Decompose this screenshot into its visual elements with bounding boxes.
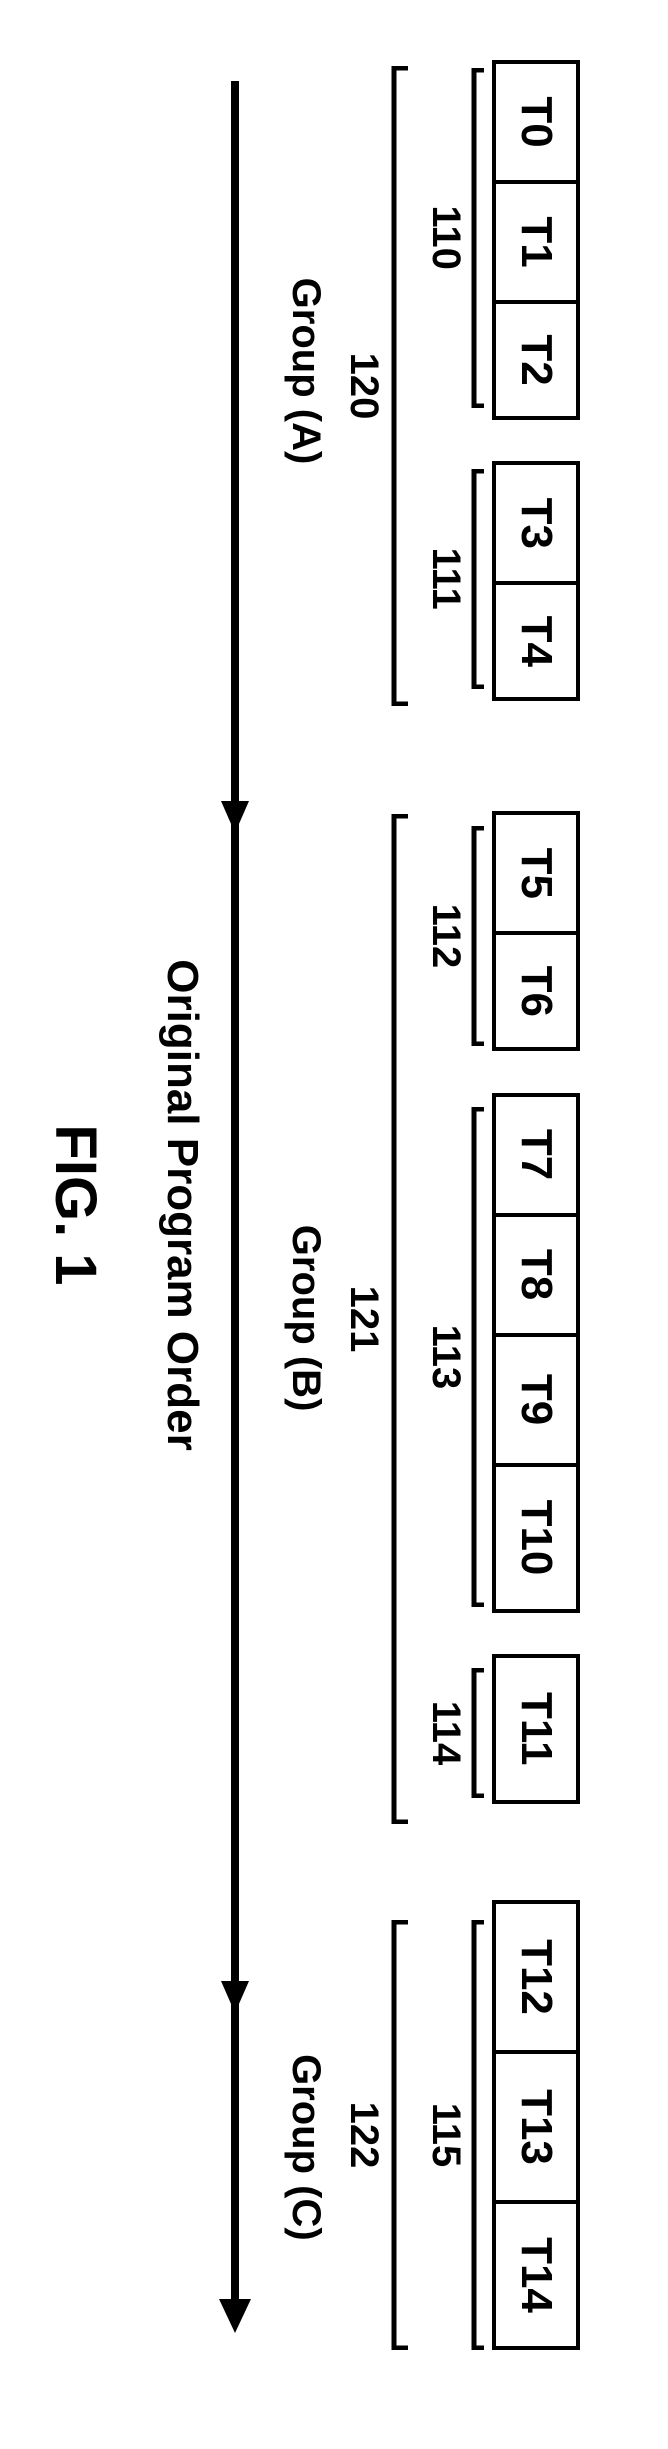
group-bracket-number: 121 (341, 814, 386, 1824)
group-bracket-120: 120 (390, 66, 410, 706)
cell-t10: T10 (492, 1463, 580, 1613)
cell-cluster: T7T8T9T10 (492, 1093, 580, 1613)
cell-cluster: T5T6 (492, 811, 580, 1051)
group-bracket-121: 121 (390, 814, 410, 1824)
block-bracket-label: 113 (423, 1107, 468, 1607)
cell-cluster: T12T13T14 (492, 1900, 580, 2350)
block-bracket-112: 112 (470, 826, 486, 1046)
cell-t6: T6 (492, 931, 580, 1051)
cell-t5: T5 (492, 811, 580, 931)
group-bracket-row: 120 121 122 (390, 60, 410, 2350)
block-bracket-114: 114 (470, 1668, 486, 1798)
block-bracket-113: 113 (470, 1107, 486, 1607)
group-bracket-122: 122 (390, 1920, 410, 2350)
cell-t9: T9 (492, 1333, 580, 1463)
program-order-label: Original Program Order (157, 60, 207, 2350)
cell-row: T0T1T2 T3T4 T5T6 T7T8T9T10 T11 T12T13T14 (492, 60, 580, 2350)
cell-t3: T3 (492, 461, 580, 581)
group-name-label: Group (C) (283, 1945, 328, 2350)
cell-t7: T7 (492, 1093, 580, 1213)
block-bracket-label: 115 (423, 1920, 468, 2350)
cell-t12: T12 (492, 1900, 580, 2050)
cell-t1: T1 (492, 180, 580, 300)
cell-t2: T2 (492, 300, 580, 420)
cell-t13: T13 (492, 2050, 580, 2200)
group-bracket-number: 122 (341, 1920, 386, 2350)
block-bracket-label: 111 (423, 469, 468, 689)
group-name-label: Group (A) (283, 69, 328, 672)
figure-caption: FIG. 1 (42, 60, 109, 2350)
group-bracket-number: 120 (341, 66, 386, 706)
block-bracket-label: 110 (423, 68, 468, 408)
block-bracket-label: 114 (423, 1668, 468, 1798)
cell-t8: T8 (492, 1213, 580, 1333)
figure-1: T0T1T2T3T4T5T6T7T8T9T10T11T12T13T14 1101… (42, 60, 580, 2350)
cell-cluster: T11 (492, 1654, 580, 1804)
block-bracket-row: 110 111 112 113 114 115 (470, 60, 486, 2350)
program-order-arrow (215, 60, 255, 2350)
cell-cluster: T3T4 (492, 461, 580, 701)
cell-cluster: T0T1T2 (492, 60, 580, 420)
block-bracket-label: 112 (423, 826, 468, 1046)
block-bracket-110: 110 (470, 68, 486, 408)
cell-t14: T14 (492, 2200, 580, 2350)
group-name-label: Group (B) (283, 842, 328, 1794)
cell-t11: T11 (492, 1654, 580, 1804)
block-bracket-111: 111 (470, 469, 486, 689)
group-name-row: Group (A) Group (B) Group (C) (283, 60, 328, 2350)
cell-t0: T0 (492, 60, 580, 180)
block-bracket-115: 115 (470, 1920, 486, 2350)
cell-t4: T4 (492, 581, 580, 701)
